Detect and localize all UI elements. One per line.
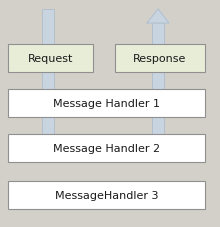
Bar bbox=[8, 90, 205, 118]
Bar bbox=[8, 181, 205, 209]
Bar bbox=[42, 10, 54, 141]
Polygon shape bbox=[37, 141, 59, 155]
Bar bbox=[8, 45, 93, 73]
Text: Message Handler 1: Message Handler 1 bbox=[53, 99, 160, 109]
Text: Request: Request bbox=[28, 54, 73, 64]
Bar bbox=[115, 45, 205, 73]
Text: Message Handler 2: Message Handler 2 bbox=[53, 143, 160, 153]
Bar bbox=[8, 134, 205, 162]
Text: MessageHandler 3: MessageHandler 3 bbox=[55, 190, 158, 200]
Bar bbox=[152, 24, 164, 155]
Polygon shape bbox=[147, 10, 169, 24]
Text: Response: Response bbox=[133, 54, 187, 64]
